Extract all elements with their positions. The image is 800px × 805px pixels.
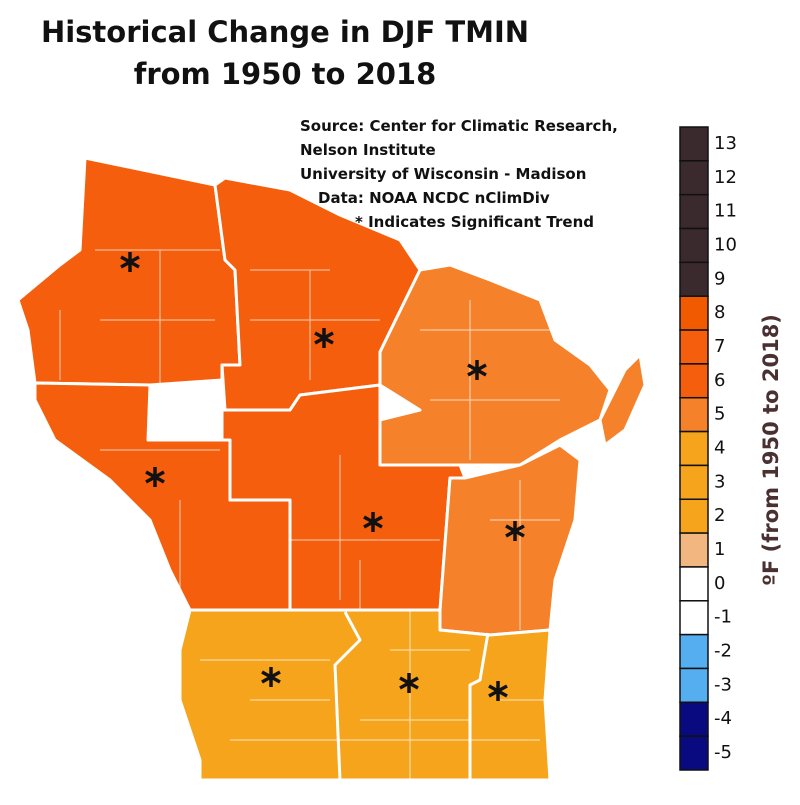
legend-swatch — [679, 566, 709, 602]
legend-label: 10 — [714, 234, 737, 255]
legend-label: 6 — [714, 370, 725, 391]
legend-swatch — [679, 633, 709, 670]
region — [598, 353, 647, 447]
legend-label: 11 — [714, 201, 737, 222]
legend-swatch — [679, 126, 709, 162]
legend-label: 8 — [714, 302, 725, 323]
legend-swatch — [679, 193, 709, 230]
legend-label: 9 — [714, 268, 725, 289]
legend-swatch — [679, 735, 709, 771]
county-lines — [59, 249, 560, 780]
legend-swatch — [679, 160, 709, 196]
legend-label: -1 — [714, 607, 732, 628]
legend-swatch — [679, 498, 709, 534]
legend-label: 5 — [714, 404, 725, 425]
legend-title: ºF (from 1950 to 2018) — [759, 314, 783, 586]
legend-label: -2 — [714, 641, 732, 662]
legend-label: -5 — [714, 742, 732, 763]
map — [16, 156, 647, 782]
legend-swatch — [679, 464, 709, 501]
legend-label: 12 — [714, 167, 737, 188]
source-text: Source: Center for Climatic Research, — [300, 117, 618, 135]
legend-label: -4 — [714, 708, 732, 729]
legend-swatch — [679, 532, 709, 568]
legend-label: 1 — [714, 539, 725, 560]
source-text: Data: NOAA NCDC nClimDiv — [318, 189, 550, 207]
legend-swatch — [679, 261, 709, 297]
title-line: Historical Change in DJF TMIN — [41, 15, 529, 49]
legend-label: 3 — [714, 471, 725, 492]
legend-label: 7 — [714, 336, 725, 357]
legend-label: 13 — [714, 133, 737, 154]
legend-swatch — [679, 295, 709, 331]
legend-label: 2 — [714, 505, 725, 526]
source-text: Nelson Institute — [300, 141, 436, 159]
title-line: from 1950 to 2018 — [134, 57, 437, 91]
legend-swatch — [679, 227, 709, 264]
legend-label: -3 — [714, 674, 732, 695]
source-text: * Indicates Significant Trend — [355, 213, 594, 231]
region — [378, 263, 612, 467]
legend-swatch — [679, 396, 709, 433]
legend-swatch — [679, 363, 709, 399]
division-line — [468, 632, 490, 780]
source-text: University of Wisconsin - Madison — [300, 165, 586, 183]
legend-label: 0 — [714, 573, 725, 594]
significance-stars — [120, 252, 525, 701]
legend-swatch — [679, 329, 709, 365]
legend-swatch — [679, 600, 709, 636]
legend-label: 4 — [714, 438, 725, 459]
legend-swatch — [679, 430, 709, 467]
legend-swatch — [679, 667, 709, 704]
division-line — [333, 611, 362, 781]
region — [178, 608, 552, 782]
legend-swatch — [679, 701, 709, 737]
